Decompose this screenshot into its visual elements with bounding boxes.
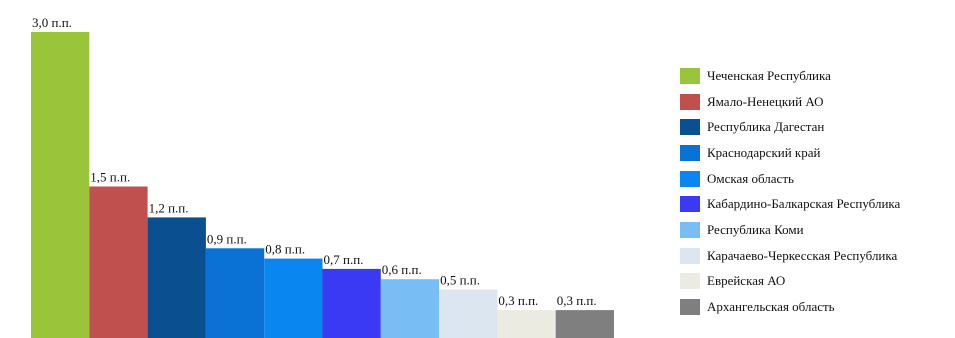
legend-swatch xyxy=(680,273,700,290)
legend-swatch xyxy=(680,119,700,136)
legend-item: Республика Дагестан xyxy=(680,114,900,140)
bar-9 xyxy=(497,310,556,338)
bar-5 xyxy=(264,258,323,338)
legend: Чеченская Республика Ямало-Ненецкий АО Рес… xyxy=(680,63,900,320)
bar-value-label: 0,6 п.п. xyxy=(382,262,422,277)
legend-item: Еврейская АО xyxy=(680,269,900,295)
bar-value-label: 1,5 п.п. xyxy=(90,170,130,185)
legend-label: Краснодарский край xyxy=(707,144,821,160)
bar-7 xyxy=(380,279,440,338)
legend-label: Еврейская АО xyxy=(707,273,786,289)
bar-value-label: 0,8 п.п. xyxy=(265,242,305,257)
legend-item: Ямало-Ненецкий АО xyxy=(680,89,900,115)
bar-2 xyxy=(89,186,148,338)
bar-8 xyxy=(439,289,498,338)
legend-swatch xyxy=(680,196,700,213)
legend-swatch xyxy=(680,93,700,110)
legend-item: Архангельская область xyxy=(680,294,900,320)
legend-item: Омская область xyxy=(680,166,900,192)
legend-swatch xyxy=(680,299,700,316)
legend-item: Республика Коми xyxy=(680,217,900,243)
legend-item: Краснодарский край xyxy=(680,140,900,166)
bar-value-label: 0,9 п.п. xyxy=(207,231,247,246)
legend-item: Чеченская Республика xyxy=(680,63,900,89)
legend-swatch xyxy=(680,144,700,161)
legend-swatch xyxy=(680,221,700,238)
legend-label: Карачаево-Черкесская Республика xyxy=(707,247,898,263)
legend-label: Кабардино-Балкарская Республика xyxy=(707,196,901,212)
legend-swatch xyxy=(680,170,700,187)
bar-6 xyxy=(322,268,381,338)
bar-3 xyxy=(147,217,206,338)
bar-value-label: 0,7 п.п. xyxy=(324,252,364,267)
bar-4 xyxy=(205,248,265,338)
bar-value-label: 0,3 п.п. xyxy=(498,293,538,308)
legend-item: Карачаево-Черкесская Республика xyxy=(680,243,900,269)
legend-label: Архангельская область xyxy=(707,299,835,315)
bar-10 xyxy=(555,310,614,338)
bar-value-label: 0,3 п.п. xyxy=(557,293,597,308)
legend-label: Чеченская Республика xyxy=(707,67,831,83)
bar-value-label: 1,2 п.п. xyxy=(149,200,189,215)
bar-value-label: 3,0 п.п. xyxy=(32,15,72,30)
legend-label: Омская область xyxy=(707,170,794,186)
legend-label: Республика Коми xyxy=(707,221,804,237)
bar-1 xyxy=(31,32,90,338)
bar-value-label: 0,5 п.п. xyxy=(440,273,480,288)
legend-label: Республика Дагестан xyxy=(707,119,825,135)
legend-swatch xyxy=(680,67,700,84)
legend-swatch xyxy=(680,247,700,264)
legend-item: Кабардино-Балкарская Республика xyxy=(680,191,900,217)
legend-label: Ямало-Ненецкий АО xyxy=(707,93,824,109)
